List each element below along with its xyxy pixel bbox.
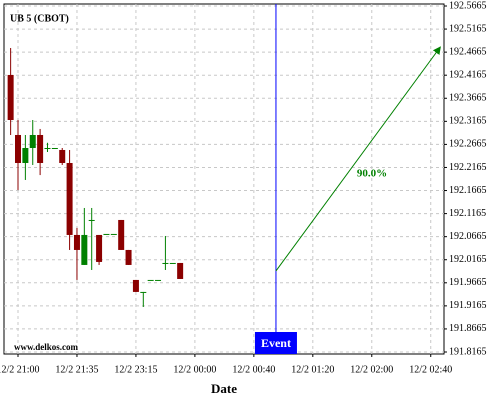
candle-body	[88, 219, 95, 221]
candle-body	[110, 233, 117, 235]
x-tick-label: 12/2 00:40	[232, 364, 275, 375]
candle-body	[96, 234, 103, 262]
candle-body	[177, 262, 184, 279]
candle-body	[7, 74, 14, 120]
x-tick-label: 12/2 21:00	[0, 364, 40, 375]
y-tick-label: 192.0165	[449, 254, 487, 265]
candle-body	[29, 134, 36, 148]
candle-body	[51, 147, 58, 149]
candle-body	[66, 162, 73, 235]
watermark: www.delkos.com	[14, 342, 79, 352]
y-tick-label: 192.3665	[449, 93, 487, 104]
candle-body	[169, 262, 176, 264]
y-tick-label: 192.1165	[449, 208, 486, 219]
y-tick-label: 191.8165	[449, 346, 487, 357]
candle-body	[22, 147, 29, 163]
x-tick-label: 12/2 00:00	[173, 364, 216, 375]
y-tick-label: 192.4665	[449, 46, 487, 57]
y-tick-label: 192.1665	[449, 185, 487, 196]
x-tick-label: 12/2 23:15	[114, 364, 157, 375]
candle-body	[37, 134, 44, 163]
x-axis-label: Date	[211, 381, 237, 396]
x-tick-label: 12/2 02:40	[409, 364, 452, 375]
chart-title: UB 5 (CBOT)	[10, 13, 69, 24]
plot-frame	[3, 3, 445, 355]
candle-body	[15, 134, 22, 163]
candle-body	[147, 279, 154, 281]
x-tick-label: 12/2 02:00	[350, 364, 393, 375]
candle-body	[155, 279, 162, 281]
y-tick-label: 192.5165	[449, 23, 487, 34]
event-box	[254, 332, 297, 354]
candle-body	[81, 234, 88, 265]
y-tick-label: 192.2165	[449, 162, 487, 173]
y-tick-label: 192.4165	[449, 69, 487, 80]
x-tick-label: 12/2 01:20	[291, 364, 334, 375]
forecast-arrow	[275, 46, 441, 272]
y-tick-label: 191.9165	[449, 300, 487, 311]
candle-body	[73, 234, 80, 250]
candle-body	[103, 233, 110, 235]
event-label: Event	[261, 336, 291, 350]
candle-body	[118, 219, 125, 250]
arrow-label: 90.0%	[357, 168, 387, 180]
x-tick-label: 12/2 21:35	[55, 364, 98, 375]
y-tick-label: 192.3165	[449, 116, 487, 127]
candle-body	[140, 291, 147, 293]
y-tick-label: 192.0665	[449, 231, 487, 242]
candle-body	[59, 149, 66, 163]
y-tick-label: 191.9665	[449, 277, 487, 288]
y-tick-label: 192.2665	[449, 139, 487, 150]
y-tick-label: 192.5665	[449, 0, 487, 11]
candle-body	[132, 279, 139, 292]
candle-body	[44, 147, 51, 149]
candle-body	[162, 262, 169, 264]
candle-body	[125, 249, 132, 265]
y-tick-label: 191.8665	[449, 323, 487, 334]
